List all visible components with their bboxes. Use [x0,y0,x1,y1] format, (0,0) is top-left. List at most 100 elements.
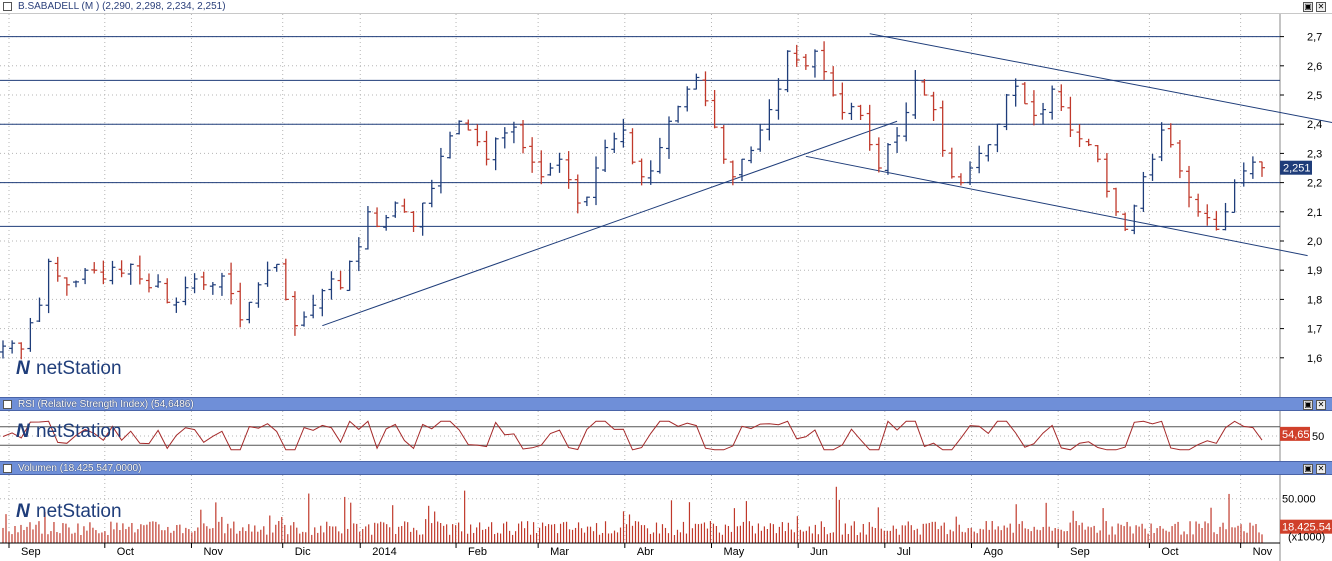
ohlc-bar [374,207,381,228]
ohlc-bar [218,272,225,296]
ohlc-bar [529,137,536,173]
ohlc-bar [437,147,444,194]
volume-title: Volumen (18.425.547,0000) [18,463,142,474]
close-button[interactable]: ✕ [1316,2,1326,12]
rsi-last-label: 54,65 [1282,429,1310,441]
x-tick-label: Nov [203,546,223,558]
ohlc-bar [100,260,107,285]
ohlc-bar [255,282,262,308]
volume-titlebar: Volumen (18.425.547,0000) ▣ ✕ [0,461,1332,475]
ohlc-bar [1231,179,1238,213]
x-tick-label: Jun [810,546,828,558]
ohlc-bar [921,79,928,96]
close-button[interactable]: ✕ [1316,400,1326,410]
ohlc-bar [301,311,308,327]
x-tick-label: Oct [117,546,134,558]
ohlc-bar [848,102,855,120]
ohlc-bar [501,127,508,149]
ohlc-bar [483,130,490,166]
ohlc-bar [282,258,289,301]
ohlc-bar [264,261,271,287]
ohlc-bar [1249,156,1256,179]
ohlc-bar [611,132,618,153]
ohlc-bar [209,282,216,295]
ohlc-bar [91,262,98,274]
rsi-panel: RSI (Relative Strength Index) (54,6486) … [0,397,1332,461]
last-price-tag [1280,160,1312,175]
ohlc-bar [976,145,983,174]
restore-button[interactable]: ▣ [1303,2,1313,12]
ohlc-bar [903,102,910,142]
ohlc-bar [410,211,417,232]
ohlc-bar [1076,124,1083,148]
ohlc-bar [1186,165,1193,208]
ohlc-bar [45,258,52,314]
ohlc-bar [1204,204,1211,226]
ohlc-bar [355,237,362,272]
ohlc-bar [802,54,809,70]
rsi-chart: 54,65 50 N netStation [0,411,1324,461]
restore-button[interactable]: ▣ [1303,400,1313,410]
ohlc-bar [364,206,371,250]
ohlc-bar [811,49,818,78]
ohlc-bar [428,179,435,208]
y-tick-label: 2,5 [1307,90,1322,102]
panel-menu-icon[interactable] [3,400,12,409]
ohlc-bar [1240,162,1247,187]
y-tick-label: 2,3 [1307,148,1322,160]
ohlc-bar [118,260,125,278]
ohlc-bar [821,41,828,80]
ohlc-bar [82,267,89,285]
ohlc-bar [784,50,791,93]
ohlc-bar [1158,122,1165,162]
ohlc-bar [793,44,800,67]
ohlc-bar [1049,85,1056,120]
rsi-titlebar: RSI (Relative Strength Index) (54,6486) … [0,397,1332,411]
ohlc-bar [346,260,353,292]
ohlc-bar [492,137,499,171]
y-tick-label: 2,1 [1307,207,1322,219]
ohlc-bar [1094,144,1101,163]
ohlc-bar [775,78,782,120]
netstation-watermark: netStation [36,358,122,379]
y-tick-label: 1,8 [1307,294,1322,306]
ohlc-bar [948,147,955,179]
x-tick-label: Feb [468,546,487,558]
ohlc-bar [729,160,736,186]
ohlc-bar [638,158,645,186]
ohlc-bar [328,271,335,300]
ohlc-bar [602,139,609,172]
ohlc-bar [593,156,600,206]
x-tick-label: 2014 [372,546,396,558]
panel-menu-icon[interactable] [3,464,12,473]
ohlc-bar [191,273,198,294]
price-title: B.SABADELL (M ) (2,290, 2,298, 2,234, 2,… [18,1,226,12]
ohlc-bar [766,99,773,141]
ohlc-bar [967,161,974,185]
ohlc-bar [574,174,581,214]
y-tick-label: 2,7 [1307,32,1322,44]
x-tick-label: Jul [897,546,911,558]
close-button[interactable]: ✕ [1316,464,1326,474]
ohlc-bar [127,263,134,285]
panel-menu-icon[interactable] [3,2,12,11]
ohlc-bar [647,160,654,185]
restore-button[interactable]: ▣ [1303,464,1313,474]
ohlc-bar [1222,202,1229,231]
ohlc-bar [884,142,891,175]
ohlc-bar [839,82,846,120]
ohlc-bar [246,301,253,324]
ohlc-bar [830,66,837,97]
ohlc-bar [510,121,517,144]
ohlc-bar [392,201,399,218]
price-chart: 1,6 1,7 1,8 1,9 2,0 2,1 2,2 2,3 2,4 2,5 2,6 2,7 2,25… [0,14,1332,397]
ohlc-bar [912,70,919,119]
ohlc-bar [875,137,882,173]
ohlc-bar [136,255,143,285]
ohlc-bar [1067,96,1074,137]
ohlc-bar [474,124,481,147]
x-tick-label: Dic [295,546,311,558]
price-panel: B.SABADELL (M ) (2,290, 2,298, 2,234, 2,… [0,0,1332,397]
ohlc-bar [0,340,6,359]
